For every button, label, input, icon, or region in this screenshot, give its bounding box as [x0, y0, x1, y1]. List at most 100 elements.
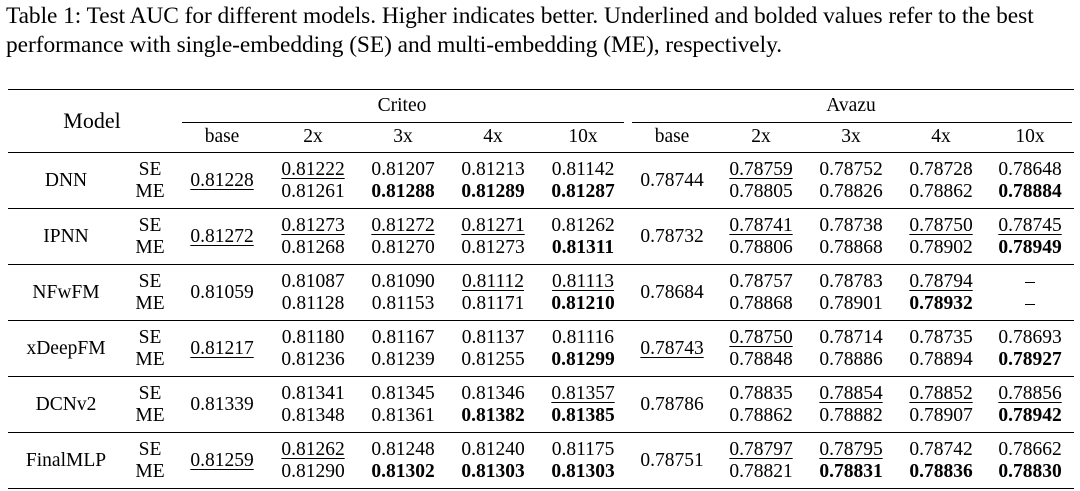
avazu-cell: 0.78745 0.78949	[986, 208, 1075, 265]
avazu-cell: 0.78795 0.78831	[806, 432, 897, 489]
criteo-base-value: 0.81259	[176, 432, 269, 489]
me-value: 0.78862	[729, 404, 793, 426]
avazu-cell: 0.78750 0.78902	[896, 208, 987, 265]
model-header: Model	[8, 89, 177, 153]
criteo-cell: 0.81341 0.81348	[268, 376, 359, 433]
auc-value: 0.78684	[640, 281, 704, 303]
auc-value: 0.78732	[640, 225, 704, 247]
se-value: 0.81207	[371, 158, 435, 180]
criteo-cell: 0.81207 0.81288	[358, 152, 449, 209]
se-value: 0.78757	[729, 270, 793, 292]
avazu-col-2x: 2x	[716, 122, 807, 153]
se-value: 0.78745	[998, 214, 1062, 236]
me-value: 0.81153	[371, 292, 435, 314]
me-value: 0.78805	[729, 180, 793, 202]
me-value: 0.78831	[819, 460, 883, 482]
me-value: 0.81361	[371, 404, 435, 426]
avazu-cell: 0.78856 0.78942	[986, 376, 1075, 433]
se-value: 0.78852	[909, 382, 973, 404]
se-value: 0.78735	[909, 326, 973, 348]
me-value: 0.81299	[551, 348, 615, 370]
me-value: 0.78942	[998, 404, 1062, 426]
se-value: 0.78693	[998, 326, 1062, 348]
me-value: 0.81385	[551, 404, 615, 426]
avazu-base-value: 0.78743	[628, 320, 717, 377]
se-value: 0.81346	[461, 382, 525, 404]
criteo-cell: 0.81345 0.81361	[358, 376, 449, 433]
table-row: FinalMLP SE ME 0.81259 0.81262 0.81290 0.81248…	[8, 432, 1075, 489]
avazu-base-value: 0.78751	[628, 432, 717, 489]
criteo-cell: 0.81262 0.81290	[268, 432, 359, 489]
auc-value: 0.78751	[640, 449, 704, 471]
model-name: DNN	[8, 152, 124, 209]
avazu-cell: 0.78783 0.78901	[806, 264, 897, 321]
me-value: –	[1025, 292, 1035, 314]
me-value: 0.78882	[819, 404, 883, 426]
avazu-cell: 0.78835 0.78862	[716, 376, 807, 433]
criteo-header-label: Criteo	[377, 95, 427, 116]
avazu-col-4x: 4x	[896, 122, 987, 153]
avazu-header: Avazu	[628, 89, 1075, 123]
criteo-cell: 0.81137 0.81255	[448, 320, 539, 377]
se-value: 0.78728	[909, 158, 973, 180]
se-value: 0.81113	[552, 270, 614, 292]
me-value: 0.81255	[461, 348, 525, 370]
se-label: SE	[138, 382, 162, 404]
criteo-base-value: 0.81339	[176, 376, 269, 433]
se-label: SE	[138, 270, 162, 292]
criteo-base-value: 0.81059	[176, 264, 269, 321]
me-value: 0.81128	[281, 292, 345, 314]
se-value: 0.78783	[819, 270, 883, 292]
avazu-cell: 0.78714 0.78886	[806, 320, 897, 377]
se-value: 0.81272	[371, 214, 435, 236]
me-value: 0.81302	[371, 460, 435, 482]
auc-value: 0.78743	[640, 337, 704, 359]
se-value: 0.78794	[909, 270, 973, 292]
me-value: 0.78884	[998, 180, 1062, 202]
me-value: 0.81239	[371, 348, 435, 370]
se-value: 0.81273	[281, 214, 345, 236]
me-value: 0.81290	[281, 460, 345, 482]
avazu-cell: 0.78759 0.78805	[716, 152, 807, 209]
criteo-cell: 0.81273 0.81268	[268, 208, 359, 265]
auc-value: 0.81217	[190, 337, 254, 359]
se-value: 0.81213	[461, 158, 525, 180]
me-value: 0.78927	[998, 348, 1062, 370]
embedding-type: SE ME	[124, 320, 177, 377]
table-caption: Table 1: Test AUC for different models. …	[6, 3, 1034, 58]
avazu-base-value: 0.78684	[628, 264, 717, 321]
criteo-cell: 0.81116 0.81299	[538, 320, 629, 377]
se-label: SE	[138, 326, 162, 348]
me-label: ME	[135, 180, 165, 202]
embedding-type: SE ME	[124, 264, 177, 321]
avazu-cell: 0.78728 0.78862	[896, 152, 987, 209]
se-value: 0.81090	[371, 270, 435, 292]
avazu-cell: 0.78735 0.78894	[896, 320, 987, 377]
se-value: 0.81262	[551, 214, 615, 236]
avazu-header-label: Avazu	[826, 95, 876, 116]
me-value: 0.81288	[371, 180, 435, 202]
criteo-cell: 0.81248 0.81302	[358, 432, 449, 489]
me-value: 0.81287	[551, 180, 615, 202]
se-value: 0.81240	[461, 438, 525, 460]
se-value: 0.81357	[551, 382, 615, 404]
se-value: –	[1025, 270, 1035, 292]
se-value: 0.78662	[998, 438, 1062, 460]
me-value: 0.78894	[909, 348, 973, 370]
me-value: 0.81273	[461, 236, 525, 258]
me-value: 0.78862	[909, 180, 973, 202]
me-value: 0.78932	[909, 292, 973, 314]
criteo-cell: 0.81112 0.81171	[448, 264, 539, 321]
criteo-cell: 0.81090 0.81153	[358, 264, 449, 321]
se-value: 0.81345	[371, 382, 435, 404]
avazu-col-base: base	[628, 122, 717, 153]
me-value: 0.78826	[819, 180, 883, 202]
table-row: IPNN SE ME 0.81272 0.81273 0.81268 0.81272 0.81…	[8, 208, 1075, 265]
criteo-cell: 0.81087 0.81128	[268, 264, 359, 321]
auc-value: 0.78744	[640, 169, 704, 191]
se-value: 0.81116	[552, 326, 614, 348]
se-value: 0.78648	[998, 158, 1062, 180]
me-value: 0.78830	[998, 460, 1062, 482]
criteo-cell: 0.81262 0.81311	[538, 208, 629, 265]
me-value: 0.78848	[729, 348, 793, 370]
